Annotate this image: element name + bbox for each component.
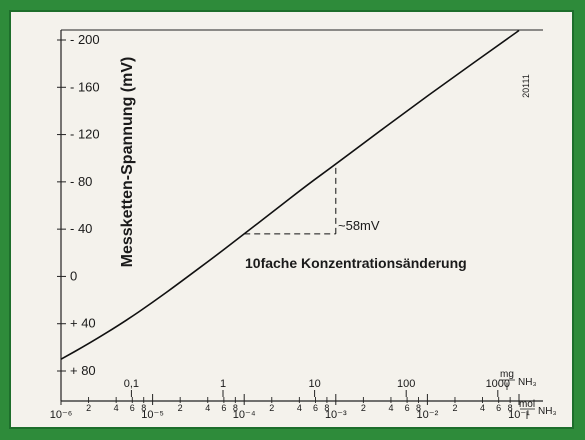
- x-top-tick-label: 10: [308, 378, 320, 390]
- x-top-unit-numerator: mg: [500, 369, 514, 380]
- slope-annotation: ~58mV: [338, 218, 380, 233]
- x-major-tick-label: 10⁻⁴: [233, 409, 256, 421]
- decade-annotation: 10fache Konzentrationsänderung: [245, 255, 467, 271]
- x-top-tick-label: 1000: [486, 378, 510, 390]
- x-minor-tick-label: 8: [416, 403, 421, 413]
- y-tick-label: - 80: [70, 174, 92, 189]
- x-top-tick-label: 100: [397, 378, 415, 390]
- y-tick-label: 0: [70, 268, 77, 283]
- y-tick-label: - 120: [70, 127, 100, 142]
- x-major-tick-label: 10⁻⁶: [50, 409, 73, 421]
- x-minor-tick-label: 4: [114, 403, 119, 413]
- x-minor-tick-label: 6: [221, 403, 226, 413]
- x-minor-tick-label: 2: [269, 403, 274, 413]
- x-minor-tick-label: 6: [313, 403, 318, 413]
- x-minor-tick-label: 4: [480, 403, 485, 413]
- x-bottom-unit-numerator: mol: [519, 399, 535, 410]
- x-top-tick-label: 0,1: [124, 378, 139, 390]
- x-minor-tick-label: 4: [205, 403, 210, 413]
- y-tick-label: - 200: [70, 32, 100, 47]
- x-minor-tick-label: 2: [178, 403, 183, 413]
- x-minor-tick-label: 6: [405, 403, 410, 413]
- x-minor-tick-label: 2: [361, 403, 366, 413]
- x-minor-tick-label: 6: [130, 403, 135, 413]
- x-minor-tick-label: 8: [233, 403, 238, 413]
- x-minor-tick-label: 8: [141, 403, 146, 413]
- x-minor-tick-label: 6: [496, 403, 501, 413]
- y-tick-label: + 40: [70, 316, 96, 331]
- x-major-tick-label: 10⁻²: [417, 409, 439, 421]
- x-minor-tick-label: 8: [508, 403, 513, 413]
- y-tick-label: - 160: [70, 79, 100, 94]
- x-top-tick-label: 1: [220, 378, 226, 390]
- x-minor-tick-label: 2: [452, 403, 457, 413]
- y-tick-label: - 40: [70, 221, 92, 236]
- x-minor-tick-label: 8: [324, 403, 329, 413]
- x-top-unit-species: NH₃: [518, 377, 537, 388]
- x-major-tick-label: 10⁻¹: [508, 409, 530, 421]
- x-bottom-unit-species: NH₃: [538, 406, 557, 417]
- y-tick-label: + 80: [70, 363, 96, 378]
- calibration-curve-line: [60, 29, 520, 360]
- x-major-tick-label: 10⁻³: [325, 409, 347, 421]
- x-bottom-unit-denominator: l: [526, 411, 528, 422]
- x-minor-tick-label: 4: [388, 403, 393, 413]
- y-axis-label: Messketten-Spannung (mV): [119, 57, 136, 268]
- x-minor-tick-label: 4: [297, 403, 302, 413]
- figure-code: 20111: [521, 74, 531, 98]
- nh3-electrode-calibration-chart: - 200 - 160 - 120 - 80 - 40 0 + 40 + 80 10⁻⁶ 10⁻⁵…: [50, 29, 557, 422]
- x-major-tick-label: 10⁻⁵: [141, 409, 164, 421]
- chart-frame: - 200 - 160 - 120 - 80 - 40 0 + 40 + 80 10⁻⁶ 10⁻⁵…: [9, 10, 574, 429]
- x-top-unit-denominator: l: [506, 382, 508, 393]
- x-minor-tick-label: 2: [86, 403, 91, 413]
